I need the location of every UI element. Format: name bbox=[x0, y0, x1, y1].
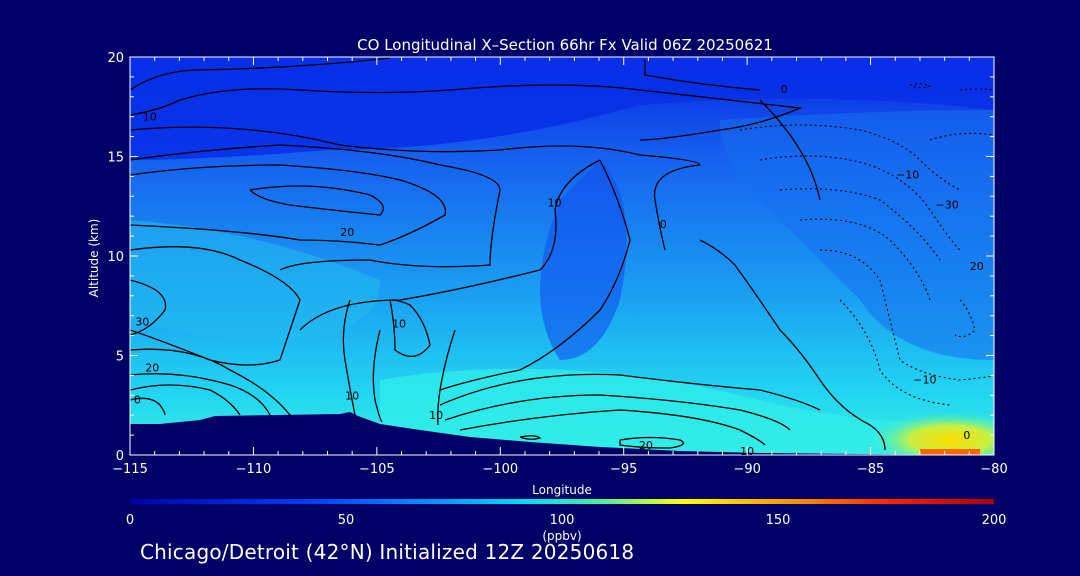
x-tick-label: −80 bbox=[980, 462, 1007, 477]
x-tick-label: −110 bbox=[236, 462, 272, 477]
co-field-max bbox=[920, 449, 980, 455]
y-axis: 0 5 10 15 20 bbox=[107, 51, 994, 464]
contour-lines-dotted bbox=[739, 83, 994, 406]
x-tick-label: −95 bbox=[610, 462, 637, 477]
x-tick-label: −85 bbox=[857, 462, 884, 477]
terrain bbox=[130, 412, 994, 455]
colorbar-tick-label: 150 bbox=[766, 513, 791, 528]
y-tick-label: 0 bbox=[116, 449, 124, 464]
co-field-hotspot bbox=[870, 412, 994, 455]
x-tick-label: −100 bbox=[482, 462, 518, 477]
y-axis-label: Altitude (km) bbox=[87, 219, 101, 298]
contour-labels: 10 0 −10 −30 20 10 0 20 30 10 20 −10 0 10 10 20 0 10 bbox=[134, 83, 984, 458]
contour-value-label: −10 bbox=[896, 168, 919, 181]
plot-area bbox=[130, 57, 994, 455]
colorbar-tick-label: 100 bbox=[550, 513, 575, 528]
y-tick-label: 5 bbox=[116, 350, 124, 365]
contour-value-label: 10 bbox=[429, 409, 443, 422]
contour-value-label: 10 bbox=[392, 318, 406, 331]
x-tick-label: −105 bbox=[359, 462, 395, 477]
contour-value-label: 10 bbox=[548, 196, 562, 209]
contour-value-label: −10 bbox=[913, 373, 936, 386]
footer-caption: Chicago/Detroit (42°N) Initialized 12Z 2… bbox=[140, 540, 635, 564]
x-axis-label: Longitude bbox=[532, 483, 592, 497]
contour-value-label: 30 bbox=[135, 316, 149, 329]
y-tick-label: 15 bbox=[107, 151, 124, 166]
contour-value-label: 0 bbox=[781, 83, 788, 96]
colorbar-label: (ppbv) bbox=[542, 529, 581, 543]
x-axis: −115 −110 −105 −100 −95 −90 −85 −80 bbox=[112, 57, 1008, 477]
co-field-mid-low bbox=[540, 160, 627, 360]
chart-title: CO Longitudinal X–Section 66hr Fx Valid … bbox=[357, 36, 773, 54]
y-tick-label: 10 bbox=[107, 250, 124, 265]
contour-value-label: 20 bbox=[340, 226, 354, 239]
contour-value-label: 20 bbox=[639, 439, 653, 452]
contour-lines-solid bbox=[130, 57, 886, 451]
colorbar-tick-label: 0 bbox=[126, 513, 134, 528]
contour-value-label: 0 bbox=[963, 429, 970, 442]
colorbar bbox=[130, 499, 994, 504]
contour-value-label: −30 bbox=[935, 198, 958, 211]
colorbar-tick-label: 50 bbox=[338, 513, 355, 528]
x-tick-label: −115 bbox=[112, 462, 148, 477]
colorbar-tick-label: 200 bbox=[982, 513, 1007, 528]
contour-value-label: 20 bbox=[145, 361, 159, 374]
contour-value-label: 10 bbox=[345, 389, 359, 402]
y-tick-label: 20 bbox=[107, 51, 124, 66]
contour-value-label: 0 bbox=[660, 218, 667, 231]
contour-value-label: 10 bbox=[740, 445, 754, 458]
x-tick-label: −90 bbox=[733, 462, 760, 477]
co-field-upper-band bbox=[130, 57, 994, 160]
co-field-east-region bbox=[720, 110, 994, 360]
co-field-west-mid bbox=[130, 220, 380, 340]
contour-value-label: 0 bbox=[134, 393, 141, 406]
contour-value-label: 20 bbox=[970, 260, 984, 273]
contour-value-label: 10 bbox=[143, 111, 157, 124]
colorbar-ticks: 0 50 100 150 200 bbox=[126, 513, 1007, 528]
co-field-boundary-layer bbox=[380, 368, 994, 455]
